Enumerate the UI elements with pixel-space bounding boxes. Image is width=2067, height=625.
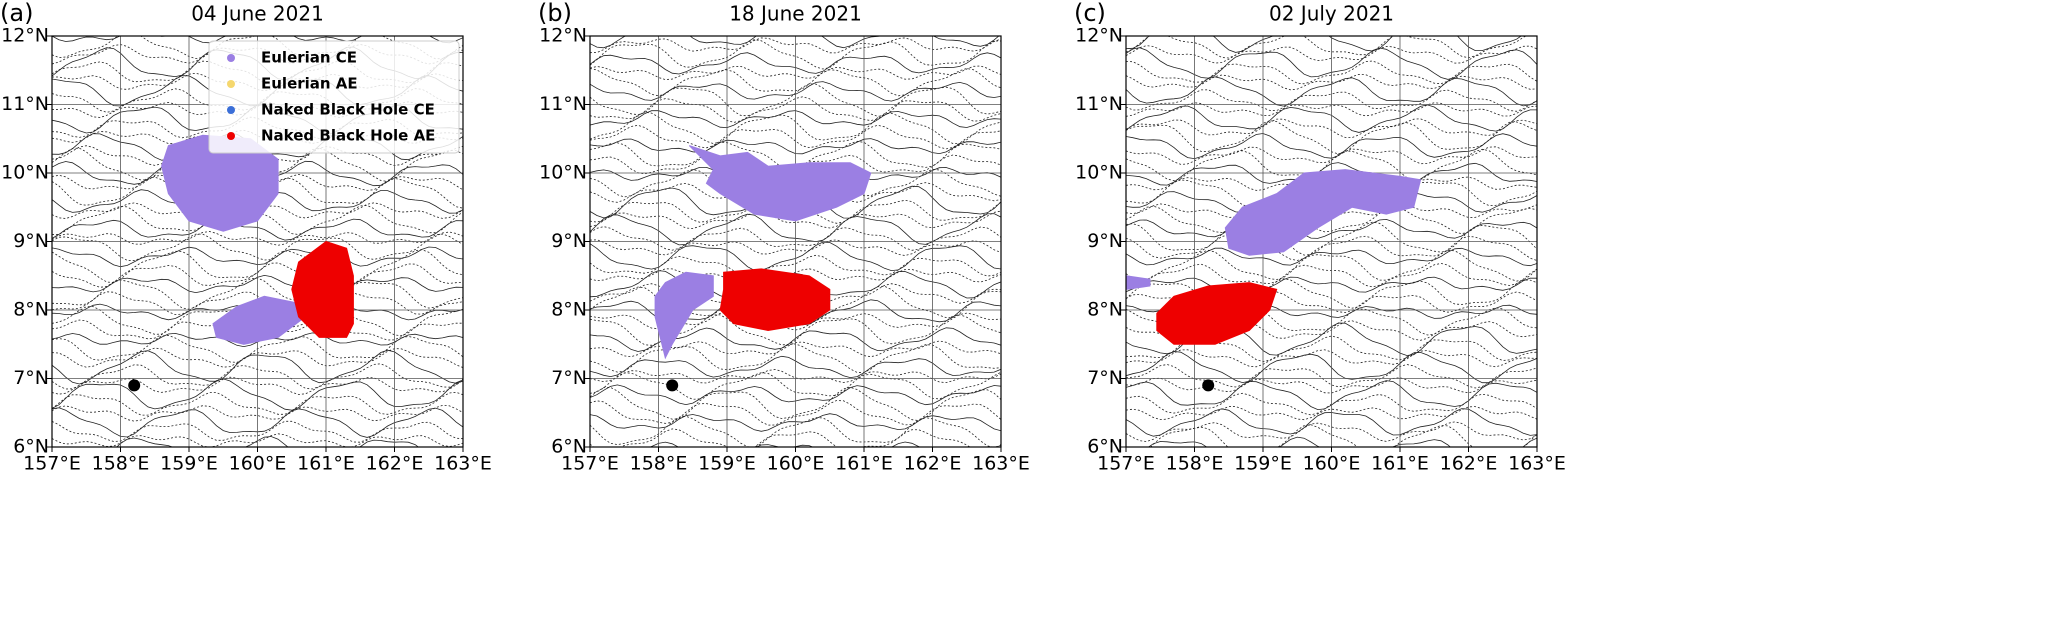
eddy-region bbox=[1125, 275, 1151, 290]
x-tick-label: 161°E bbox=[1371, 453, 1429, 475]
x-tick-label: 159°E bbox=[160, 453, 218, 475]
y-tick-label: 12°N bbox=[539, 25, 587, 47]
legend-marker bbox=[227, 106, 235, 114]
chart-title: 18 June 2021 bbox=[729, 2, 862, 26]
panel-label: (b) bbox=[538, 0, 572, 27]
x-tick-label: 162°E bbox=[1440, 453, 1498, 475]
panel-label: (c) bbox=[1074, 0, 1106, 27]
eddy-region bbox=[654, 271, 714, 360]
y-tick-label: 11°N bbox=[539, 93, 587, 115]
y-tick-label: 11°N bbox=[1075, 93, 1123, 115]
x-tick-label: 160°E bbox=[767, 453, 825, 475]
eddy-region bbox=[291, 240, 354, 338]
legend-label: Naked Black Hole CE bbox=[261, 101, 435, 119]
x-tick-label: 159°E bbox=[698, 453, 756, 475]
y-tick-label: 8°N bbox=[13, 299, 49, 321]
y-tick-label: 7°N bbox=[1087, 367, 1123, 389]
y-tick-label: 10°N bbox=[1075, 162, 1123, 184]
x-tick-label: 158°E bbox=[92, 453, 150, 475]
legend-marker bbox=[227, 132, 235, 140]
legend-box bbox=[208, 40, 460, 154]
legend-marker bbox=[227, 54, 235, 62]
y-tick-label: 6°N bbox=[13, 436, 49, 458]
eddy-region bbox=[1224, 169, 1422, 256]
x-tick-label: 161°E bbox=[835, 453, 893, 475]
x-tick-label: 159°E bbox=[1234, 453, 1292, 475]
x-tick-label: 160°E bbox=[229, 453, 287, 475]
y-tick-label: 9°N bbox=[13, 230, 49, 252]
y-tick-label: 7°N bbox=[13, 367, 49, 389]
legend-label: Eulerian AE bbox=[261, 75, 358, 93]
x-tick-label: 162°E bbox=[904, 453, 962, 475]
panel-label: (a) bbox=[0, 0, 33, 27]
legend-label: Eulerian CE bbox=[261, 49, 357, 67]
eddy-region bbox=[212, 295, 307, 345]
y-tick-label: 10°N bbox=[539, 162, 587, 184]
y-tick-label: 9°N bbox=[551, 230, 587, 252]
x-tick-label: 161°E bbox=[297, 453, 355, 475]
y-tick-label: 8°N bbox=[1087, 299, 1123, 321]
legend-label: Naked Black Hole AE bbox=[261, 127, 435, 145]
y-tick-label: 11°N bbox=[1, 93, 49, 115]
island bbox=[128, 379, 141, 392]
island bbox=[1202, 379, 1215, 392]
y-tick-label: 6°N bbox=[551, 436, 587, 458]
x-tick-label: 157°E bbox=[1097, 453, 1155, 475]
y-tick-label: 9°N bbox=[1087, 230, 1123, 252]
x-tick-label: 163°E bbox=[434, 453, 492, 475]
y-tick-label: 12°N bbox=[1075, 25, 1123, 47]
x-tick-label: 157°E bbox=[23, 453, 81, 475]
x-tick-label: 162°E bbox=[366, 453, 424, 475]
eddy-region bbox=[719, 268, 831, 332]
x-tick-label: 163°E bbox=[1508, 453, 1566, 475]
y-tick-label: 7°N bbox=[551, 367, 587, 389]
x-tick-label: 160°E bbox=[1303, 453, 1361, 475]
y-tick-label: 8°N bbox=[551, 299, 587, 321]
x-tick-label: 158°E bbox=[1166, 453, 1224, 475]
island bbox=[666, 379, 679, 392]
y-tick-label: 10°N bbox=[1, 162, 49, 184]
chart-title: 04 June 2021 bbox=[191, 2, 324, 26]
x-tick-label: 163°E bbox=[972, 453, 1030, 475]
x-tick-label: 157°E bbox=[561, 453, 619, 475]
chart-title: 02 July 2021 bbox=[1269, 2, 1394, 26]
y-tick-label: 12°N bbox=[1, 25, 49, 47]
eddy-region bbox=[1156, 282, 1278, 345]
legend-marker bbox=[227, 80, 235, 88]
x-tick-label: 158°E bbox=[630, 453, 688, 475]
eddy-region bbox=[688, 145, 872, 222]
y-tick-label: 6°N bbox=[1087, 436, 1123, 458]
